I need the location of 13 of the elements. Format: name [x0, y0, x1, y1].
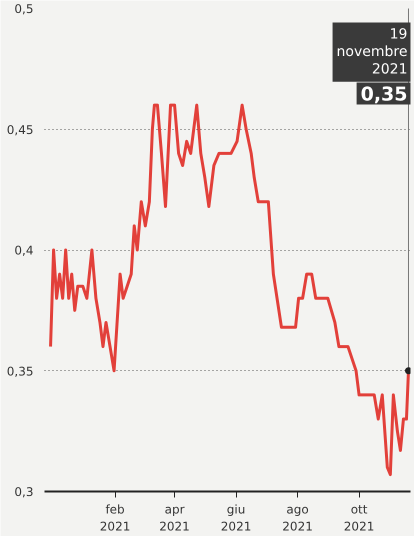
y-tick-label: 0,3	[14, 485, 34, 499]
line-series	[49, 104, 410, 476]
x-tick-label: ago 2021	[282, 502, 313, 534]
y-tick-label: 0,45	[6, 122, 34, 137]
y-tick-label: 0,5	[14, 2, 34, 16]
annotation: 0,35	[360, 84, 408, 106]
x-tick-label: ott 2021	[344, 502, 374, 534]
x-tick-label: feb 2021	[100, 502, 130, 534]
x-tick-label: giu 2021	[220, 502, 252, 534]
x-tick-label: apr 2021	[159, 502, 190, 534]
y-tick-label: 0,4	[14, 244, 34, 258]
annotation: 19 novembre 2021	[336, 26, 408, 78]
y-tick-label: 0,35	[6, 364, 34, 378]
